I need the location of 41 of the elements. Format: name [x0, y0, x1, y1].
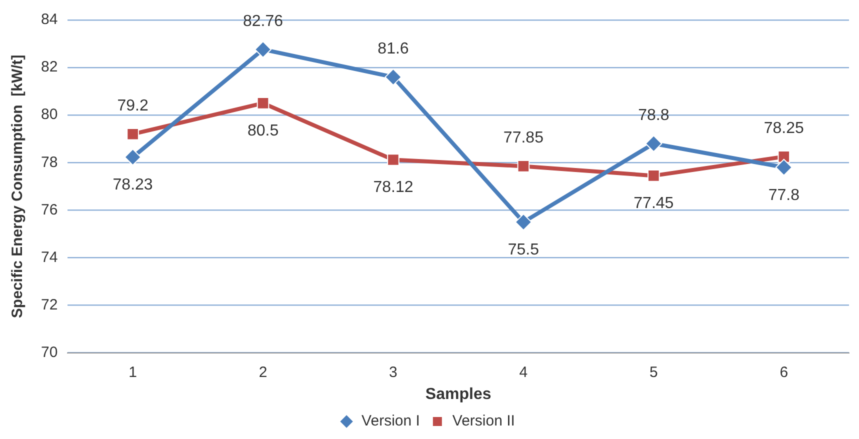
data-label: 81.6: [378, 40, 409, 58]
x-tick-label: 4: [519, 364, 528, 381]
x-tick-label: 1: [128, 364, 137, 381]
legend-label: Version II: [452, 412, 515, 430]
x-axis-title: Samples: [425, 386, 492, 403]
x-tick-label: 6: [780, 364, 788, 381]
point: [126, 128, 139, 140]
data-label: 82.76: [242, 12, 284, 30]
point: [514, 214, 532, 231]
point: [254, 40, 272, 58]
x-tick-label: 2: [258, 364, 268, 381]
data-label: 75.5: [508, 241, 540, 258]
x-tick-label: 5: [650, 364, 658, 381]
legend-label: Version I: [362, 412, 420, 430]
point: [517, 160, 530, 172]
y-tick-label: 82: [40, 58, 58, 76]
y-tick-label: 80: [40, 106, 58, 124]
data-label: 78.25: [764, 120, 804, 138]
y-tick-label: 84: [40, 11, 58, 28]
point: [384, 68, 402, 86]
y-tick-label: 76: [40, 201, 58, 218]
data-label: 78.8: [638, 107, 670, 124]
y-tick-label: 70: [40, 344, 58, 361]
point: [645, 135, 662, 152]
y-tick-label: 78: [40, 154, 58, 171]
y-tick-label: 72: [40, 296, 58, 314]
point: [775, 158, 792, 176]
data-label: 80.5: [247, 122, 279, 140]
data-label: 77.85: [503, 130, 544, 147]
point: [124, 148, 142, 166]
data-label: 78.12: [373, 179, 414, 196]
data-label: 79.2: [117, 98, 148, 115]
y-axis-title: Specific Energy Consumption [kW/t]: [9, 54, 26, 318]
y-tick-label: 74: [40, 248, 58, 266]
point: [256, 97, 270, 110]
point: [648, 170, 660, 182]
data-label: 77.8: [768, 186, 800, 204]
data-label: 77.45: [634, 195, 674, 212]
data-label: 78.23: [112, 176, 153, 194]
x-tick-label: 3: [389, 364, 398, 381]
point: [387, 154, 400, 166]
